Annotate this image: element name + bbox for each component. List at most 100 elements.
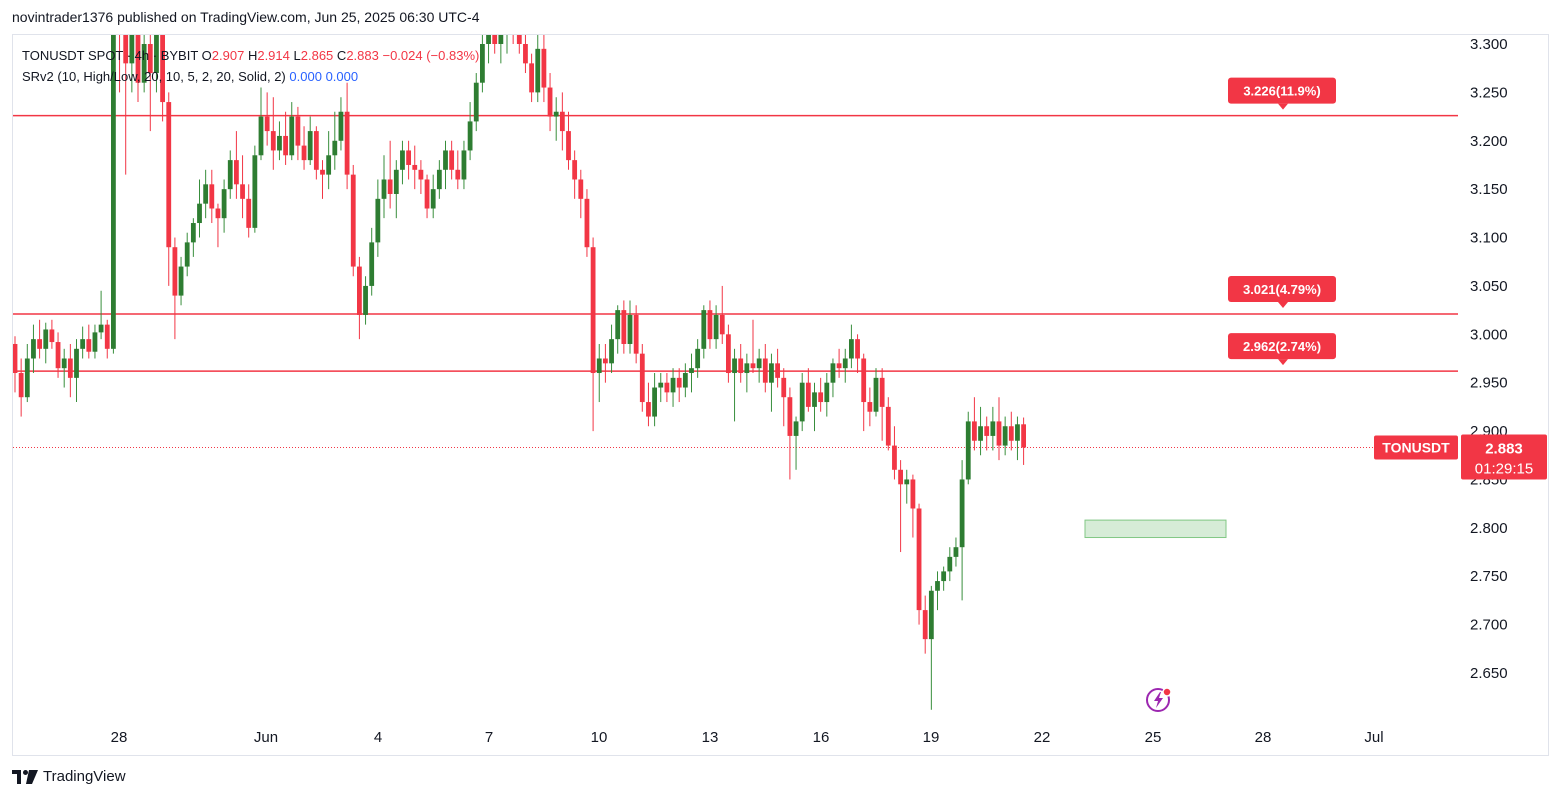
lightning-icon[interactable] xyxy=(1145,686,1173,714)
candle[interactable] xyxy=(615,305,621,354)
candle[interactable] xyxy=(209,169,215,224)
candle[interactable] xyxy=(603,343,608,383)
candle[interactable] xyxy=(879,368,885,441)
candle[interactable] xyxy=(535,34,541,103)
candle[interactable] xyxy=(953,537,959,567)
candle[interactable] xyxy=(701,305,707,359)
candle[interactable] xyxy=(449,140,455,180)
candle[interactable] xyxy=(639,343,645,412)
candle[interactable] xyxy=(590,237,596,432)
chart-panel[interactable] xyxy=(12,34,1549,756)
candle[interactable] xyxy=(147,5,153,132)
candle[interactable] xyxy=(609,324,614,374)
legend-symbol[interactable]: TONUSDT SPOT · 4h · BYBIT xyxy=(22,48,199,63)
candle[interactable] xyxy=(689,353,694,393)
candle[interactable] xyxy=(332,111,338,170)
candle[interactable] xyxy=(959,460,965,601)
candle[interactable] xyxy=(756,348,762,383)
candle[interactable] xyxy=(37,319,42,359)
demand-zone[interactable] xyxy=(1084,519,1227,539)
candle[interactable] xyxy=(172,237,178,340)
candle[interactable] xyxy=(947,547,953,582)
candle[interactable] xyxy=(49,319,55,349)
candle[interactable] xyxy=(117,0,122,93)
candle[interactable] xyxy=(750,319,756,374)
plot-area[interactable] xyxy=(13,0,1458,710)
candle[interactable] xyxy=(234,131,239,199)
candle[interactable] xyxy=(461,140,467,190)
candle[interactable] xyxy=(473,73,479,132)
candle[interactable] xyxy=(775,348,780,388)
candle[interactable] xyxy=(486,0,491,64)
candle[interactable] xyxy=(31,324,36,374)
candle[interactable] xyxy=(480,34,485,93)
candle[interactable] xyxy=(793,416,799,470)
candle[interactable] xyxy=(713,305,719,349)
candle[interactable] xyxy=(240,155,245,219)
candle[interactable] xyxy=(357,256,362,340)
candle[interactable] xyxy=(393,160,399,219)
candle[interactable] xyxy=(55,332,61,378)
candle[interactable] xyxy=(67,343,73,398)
candle[interactable] xyxy=(443,140,448,190)
candle[interactable] xyxy=(652,373,657,427)
candle[interactable] xyxy=(289,102,295,161)
candle[interactable] xyxy=(246,184,252,238)
candle[interactable] xyxy=(928,585,934,710)
candle[interactable] xyxy=(338,97,344,151)
candle[interactable] xyxy=(141,5,147,93)
candle[interactable] xyxy=(178,256,184,306)
candle[interactable] xyxy=(842,348,848,383)
candle[interactable] xyxy=(812,382,817,432)
candle[interactable] xyxy=(92,324,98,359)
candle[interactable] xyxy=(320,160,325,199)
candle[interactable] xyxy=(221,179,227,233)
candle[interactable] xyxy=(867,387,873,427)
candle[interactable] xyxy=(1015,416,1020,461)
candle[interactable] xyxy=(941,566,947,591)
candle[interactable] xyxy=(412,145,418,190)
candle[interactable] xyxy=(935,571,940,611)
candle[interactable] xyxy=(406,140,411,180)
candle[interactable] xyxy=(898,460,903,553)
candle[interactable] xyxy=(13,336,18,393)
candle[interactable] xyxy=(283,111,288,165)
candle[interactable] xyxy=(726,324,731,383)
candle[interactable] xyxy=(769,353,774,412)
candle[interactable] xyxy=(861,353,867,432)
candle[interactable] xyxy=(129,0,135,93)
candle[interactable] xyxy=(215,203,221,248)
candle[interactable] xyxy=(892,426,897,480)
candle[interactable] xyxy=(984,416,990,451)
candle[interactable] xyxy=(572,150,578,199)
candle[interactable] xyxy=(43,322,49,364)
candle[interactable] xyxy=(436,160,442,199)
candle[interactable] xyxy=(492,5,498,54)
indicator-name[interactable]: SRv2 (10, High/Low, 20, 10, 5, 2, 20, So… xyxy=(22,69,286,84)
candle[interactable] xyxy=(978,406,983,456)
candle[interactable] xyxy=(400,140,405,185)
tradingview-logo[interactable]: TradingView xyxy=(12,768,126,785)
candle[interactable] xyxy=(227,150,233,199)
candle[interactable] xyxy=(553,97,559,141)
candle[interactable] xyxy=(511,5,516,44)
candle[interactable] xyxy=(104,319,110,359)
candle[interactable] xyxy=(972,397,977,451)
candle[interactable] xyxy=(344,82,350,190)
candle[interactable] xyxy=(781,368,787,427)
candle[interactable] xyxy=(252,145,258,233)
candle[interactable] xyxy=(885,397,891,451)
candle[interactable] xyxy=(547,73,553,132)
candle[interactable] xyxy=(627,300,633,354)
candle[interactable] xyxy=(584,189,590,257)
candle[interactable] xyxy=(61,348,67,388)
candle[interactable] xyxy=(633,305,639,364)
candle[interactable] xyxy=(424,174,430,219)
candle[interactable] xyxy=(264,92,270,146)
candle[interactable] xyxy=(529,53,534,103)
candle[interactable] xyxy=(732,348,737,422)
candle[interactable] xyxy=(1021,417,1026,465)
candle[interactable] xyxy=(904,469,910,504)
candle[interactable] xyxy=(203,169,209,219)
candle[interactable] xyxy=(646,382,651,427)
